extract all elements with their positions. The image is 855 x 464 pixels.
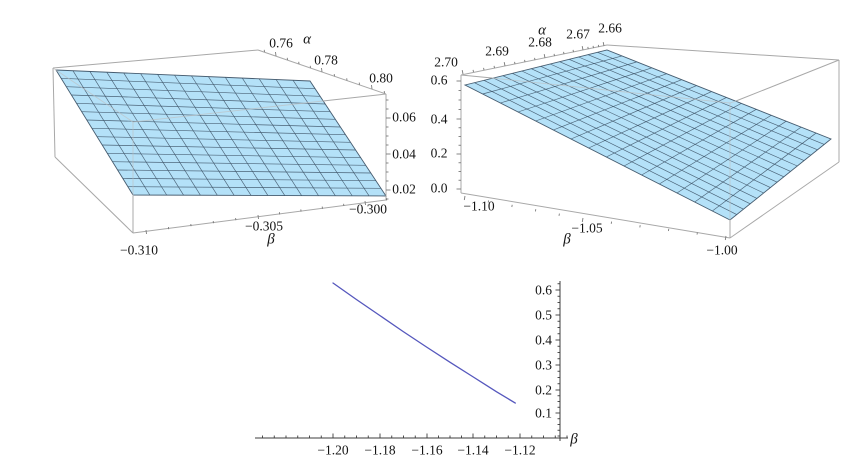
curve-plot-bottom: −1.20 −1.18 −1.16 −1.14 −1.12β0.60.50.40.30.…: [255, 281, 578, 457]
tick-label: 0.0: [431, 180, 448, 195]
tick-label: 0.6: [431, 72, 448, 87]
tick-label: 2.67: [566, 26, 590, 41]
tick-label: 0.4: [431, 111, 448, 126]
x-axis: −1.20 −1.18 −1.16 −1.14 −1.12 β: [255, 431, 578, 457]
tick-label: −1.00: [706, 242, 737, 257]
z-axis: 0.0 0.2 0.4 0.6: [431, 72, 461, 195]
axis-name-label: β: [569, 431, 578, 447]
tick-label: 0.02: [392, 181, 416, 196]
surface-plot-left: 0.76 0.78 0.80 α −0.310 −0.305 −0.300 β 0.06 0.04…: [52, 31, 416, 257]
tick-label: 0.78: [314, 52, 338, 67]
beta-axis: −1.10 −1.05 −1.00 β: [463, 195, 738, 257]
tick-label: 0.1: [535, 405, 552, 420]
y-axis: 0.6 0.5 0.4 0.3 0.2 0.1: [535, 281, 561, 441]
tick-label: 2.70: [434, 54, 458, 69]
axis-name-label: α: [303, 31, 312, 47]
surface-patch: [56, 70, 386, 196]
tick-label: 0.80: [369, 70, 393, 85]
tick-label: 2.68: [528, 34, 552, 49]
tick-label: −1.12: [504, 442, 535, 457]
data-curve: [332, 282, 516, 404]
tick-label: 0.04: [392, 146, 416, 161]
tick-label: −0.300: [349, 201, 387, 216]
tick-label: 0.4: [535, 332, 552, 347]
tick-label: 0.5: [535, 307, 552, 322]
surface-mesh: [474, 52, 825, 215]
beta-axis: −0.310 −0.305 −0.300 β: [120, 198, 387, 257]
surface-plot-right: 2.70 2.69 2.68 2.67 2.66 α −1.10 −1.05 −1.00 β 0.0…: [431, 20, 840, 257]
tick-label: −1.16: [411, 442, 442, 457]
axis-name-label: β: [562, 231, 571, 247]
tick-label: −0.310: [120, 242, 158, 257]
tick-label: 0.06: [392, 109, 416, 124]
tick-label: −1.18: [364, 442, 395, 457]
tick-label: 0.2: [431, 145, 448, 160]
alpha-axis: 0.76 0.78 0.80 α: [263, 31, 393, 94]
tick-label: 2.66: [598, 20, 622, 35]
tick-label: −1.14: [457, 442, 488, 457]
tick-label: −1.20: [317, 442, 348, 457]
axis-name-label: α: [538, 22, 547, 38]
alpha-axis: 2.70 2.69 2.68 2.67 2.66 α: [434, 20, 622, 75]
tick-label: −1.10: [463, 198, 494, 213]
tick-label: −1.05: [571, 220, 602, 235]
tick-label: 0.3: [535, 357, 552, 372]
tick-label: 0.76: [269, 35, 293, 50]
surface-mesh: [61, 70, 381, 197]
tick-label: 0.6: [535, 282, 552, 297]
tick-label: 2.69: [485, 43, 509, 58]
z-axis: 0.06 0.04 0.02: [386, 99, 416, 200]
surface-patch: [465, 50, 831, 220]
axis-name-label: β: [266, 231, 275, 247]
tick-label: −0.305: [245, 218, 283, 233]
tick-label: 0.2: [535, 382, 552, 397]
